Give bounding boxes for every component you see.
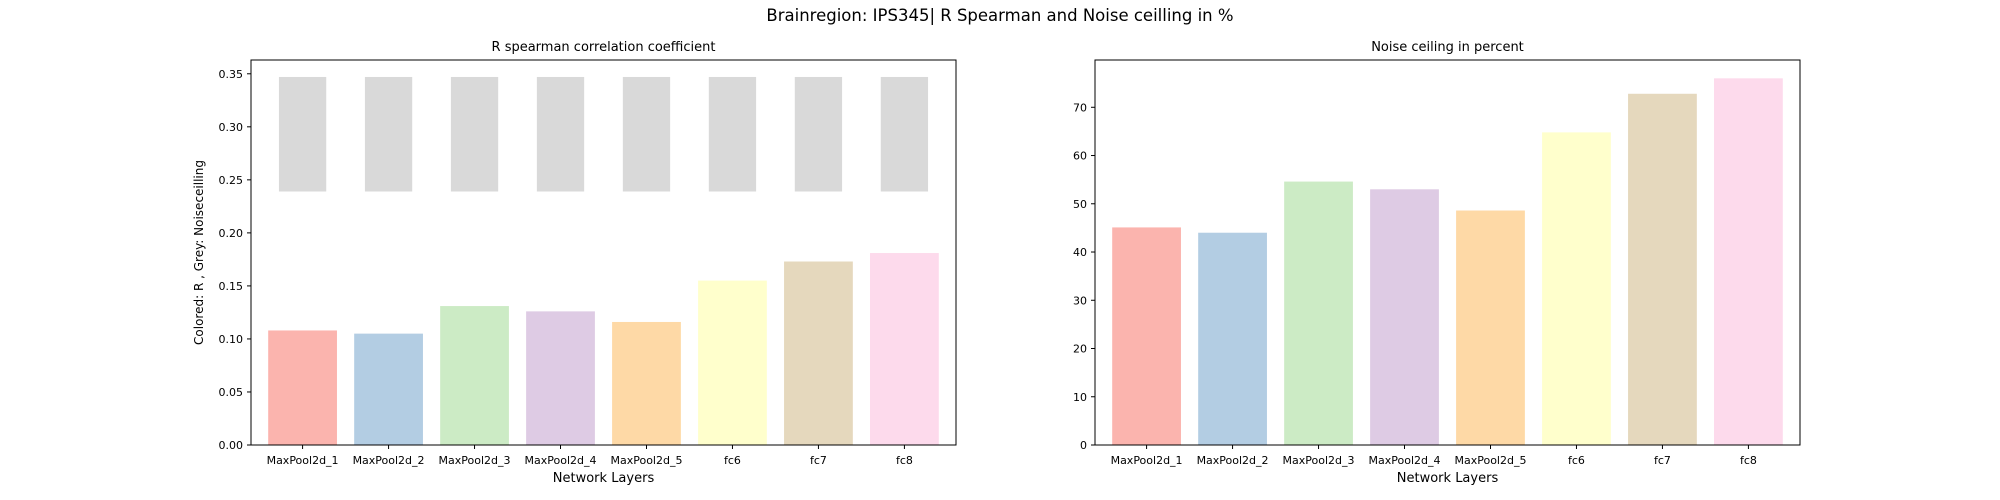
x-tick-label: MaxPool2d_2 [353, 454, 425, 467]
bar-MaxPool2d_5 [612, 321, 681, 445]
y-tick-label: 0.20 [219, 227, 244, 240]
noise-ceiling-bar-5 [708, 76, 757, 192]
x-axis-label: Network Layers [553, 471, 655, 486]
x-tick-label: MaxPool2d_3 [439, 454, 511, 467]
x-tick-label: MaxPool2d_3 [1283, 454, 1355, 467]
chart-title: Noise ceiling in percent [1371, 40, 1524, 55]
bar-MaxPool2d_2 [354, 333, 423, 445]
x-tick-label: fc6 [724, 454, 741, 467]
y-axis-label: Colored: R , Grey: Noiseceilling [192, 160, 206, 345]
bar-fc8 [870, 253, 939, 445]
x-tick-label: MaxPool2d_5 [1454, 454, 1526, 467]
y-tick-label: 0.30 [219, 121, 244, 134]
bar-fc7 [784, 261, 853, 445]
y-tick-label: 0.25 [219, 174, 244, 187]
noise-ceiling-bar-4 [622, 76, 671, 192]
bar-MaxPool2d_1 [1112, 227, 1181, 445]
y-tick-label: 0.10 [219, 333, 244, 346]
x-tick-label: fc8 [896, 454, 913, 467]
bar-MaxPool2d_3 [440, 306, 509, 445]
bar-fc8 [1714, 78, 1783, 445]
y-tick-label: 0.15 [219, 280, 244, 293]
y-tick-label: 30 [1073, 294, 1087, 307]
axes-frame [250, 59, 957, 446]
bar-MaxPool2d_4 [526, 311, 595, 445]
noise-ceiling-bar-2 [450, 76, 499, 192]
bar-fc6 [1542, 132, 1611, 446]
chart-title: R spearman correlation coefficient [492, 40, 716, 55]
x-tick-label: MaxPool2d_5 [610, 454, 682, 467]
figure-suptitle: Brainregion: IPS345| R Spearman and Nois… [766, 6, 1234, 25]
bar-MaxPool2d_4 [1370, 189, 1439, 445]
x-tick-label: fc8 [1740, 454, 1757, 467]
y-tick-label: 70 [1073, 101, 1087, 114]
noise-ceiling-bar-1 [364, 76, 413, 192]
bar-MaxPool2d_3 [1284, 181, 1353, 445]
x-tick-label: fc7 [1654, 454, 1671, 467]
noise-ceiling-bar-7 [880, 76, 929, 192]
x-tick-label: MaxPool2d_4 [1369, 454, 1441, 467]
x-tick-label: MaxPool2d_4 [525, 454, 597, 467]
y-tick-label: 60 [1073, 150, 1087, 163]
x-tick-label: MaxPool2d_1 [267, 454, 339, 467]
bar-fc7 [1628, 93, 1697, 446]
y-tick-label: 0 [1080, 439, 1087, 452]
bar-fc6 [698, 280, 767, 445]
y-tick-label: 40 [1073, 246, 1087, 259]
y-tick-label: 0.00 [219, 439, 244, 452]
chart-noise-ceiling: Noise ceiling in percent 0 10 20 30 40 50 60 70 M… [1073, 40, 1801, 486]
bar-MaxPool2d_1 [268, 330, 337, 445]
x-tick-label: fc7 [810, 454, 827, 467]
y-tick-label: 10 [1073, 391, 1087, 404]
y-tick-label: 20 [1073, 343, 1087, 356]
noise-ceiling-bar-3 [536, 76, 585, 192]
bar-MaxPool2d_5 [1456, 210, 1525, 445]
y-tick-label: 0.35 [219, 68, 244, 81]
noise-ceiling-bar-6 [794, 76, 843, 192]
x-tick-label: MaxPool2d_1 [1111, 454, 1183, 467]
bar-MaxPool2d_2 [1198, 232, 1267, 445]
x-axis-label: Network Layers [1397, 471, 1499, 486]
noise-ceiling-bar-0 [278, 76, 327, 192]
x-tick-label: MaxPool2d_2 [1197, 454, 1269, 467]
y-tick-label: 50 [1073, 198, 1087, 211]
x-tick-label: fc6 [1568, 454, 1585, 467]
chart-r-spearman: R spearman correlation coefficient 0.00 0.… [192, 40, 957, 486]
y-tick-label: 0.05 [219, 386, 244, 399]
